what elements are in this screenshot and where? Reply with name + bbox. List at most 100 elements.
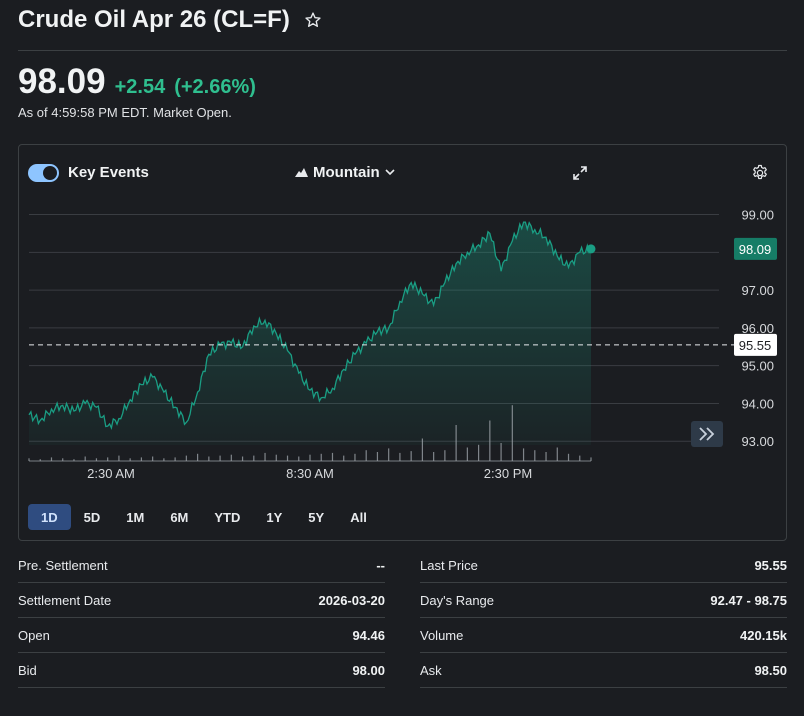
stat-row: Last Price 95.55 <box>420 548 787 583</box>
range-button-ytd[interactable]: YTD <box>214 509 241 525</box>
volume-bar <box>444 450 446 461</box>
title-row: Crude Oil Apr 26 (CL=F) <box>18 6 322 34</box>
stat-label: Pre. Settlement <box>18 557 108 573</box>
chevron-down-icon <box>385 169 395 176</box>
star-icon[interactable] <box>304 11 322 29</box>
stat-label: Bid <box>18 662 37 678</box>
stat-label: Volume <box>420 627 464 643</box>
price-line <box>28 221 592 430</box>
range-selector: 1D 5D 1M 6M YTD 1Y 5Y All <box>28 504 380 530</box>
stat-row: Bid 98.00 <box>18 653 385 688</box>
volume-bar <box>152 456 154 461</box>
stat-row: Settlement Date 2026-03-20 <box>18 583 385 618</box>
y-tick-label: 94.00 <box>741 396 774 411</box>
range-button-1d[interactable]: 1D <box>28 504 71 530</box>
volume-bar <box>590 457 592 461</box>
volume-bar <box>365 450 367 461</box>
volume-bar <box>320 453 322 461</box>
volume-bar <box>478 444 480 461</box>
stat-value: 420.15k <box>740 627 787 643</box>
x-tick-label: 2:30 PM <box>484 466 532 481</box>
volume-bar <box>118 455 120 461</box>
volume-bar <box>163 458 165 461</box>
range-button-1m[interactable]: 1M <box>126 509 145 525</box>
volume-bar <box>500 443 502 461</box>
volume-bar <box>455 425 457 461</box>
y-tick-label: 99.00 <box>741 208 774 223</box>
range-button-all[interactable]: All <box>350 509 367 525</box>
y-tick-label: 97.00 <box>741 283 774 298</box>
y-tick-label: 96.00 <box>741 321 774 336</box>
header-divider <box>18 50 787 51</box>
x-tick-label: 8:30 AM <box>286 466 334 481</box>
volume-bar <box>399 452 401 461</box>
current-price-badge <box>734 237 777 260</box>
volume-bar <box>511 405 513 461</box>
stat-value: 2026-03-20 <box>318 592 386 608</box>
current-price-dot <box>586 244 596 254</box>
current-price-label: 98.09 <box>739 242 772 257</box>
as-of-timestamp: As of 4:59:58 PM EDT. Market Open. <box>18 105 232 120</box>
volume-bar <box>174 457 176 461</box>
volume-bar <box>522 448 525 461</box>
volume-bar <box>241 456 244 461</box>
y-tick-label: 95.00 <box>741 359 774 374</box>
stat-row: Pre. Settlement -- <box>18 548 385 583</box>
volume-bar <box>230 454 232 461</box>
current-price: 98.09 <box>18 62 106 101</box>
stat-label: Day's Range <box>420 592 495 608</box>
price-row: 98.09 +2.54 (+2.66%) <box>18 62 256 102</box>
range-button-6m[interactable]: 6M <box>170 509 189 525</box>
volume-bar <box>309 454 311 461</box>
gear-icon[interactable] <box>751 164 769 182</box>
key-events-toggle[interactable] <box>28 164 59 182</box>
previous-close-badge <box>734 333 777 356</box>
price-change-percent: (+2.66%) <box>174 76 256 98</box>
volume-bar <box>433 452 435 461</box>
stats-right-column: Last Price 95.55 Day's Range 92.47 - 98.75 V… <box>420 548 787 688</box>
double-chevron-right-icon <box>699 427 715 441</box>
volume-bar <box>331 452 334 461</box>
stat-value: -- <box>376 557 385 573</box>
volume-bar <box>264 452 266 461</box>
volume-bar <box>197 453 199 461</box>
volume-bar <box>534 450 536 461</box>
expand-icon[interactable] <box>572 165 588 181</box>
volume-bar <box>39 459 41 461</box>
volume-bar <box>140 457 142 461</box>
price-change: +2.54 <box>114 76 166 98</box>
volume-bar <box>466 447 468 461</box>
stat-value: 95.55 <box>754 557 787 573</box>
stat-row: Day's Range 92.47 - 98.75 <box>420 583 787 618</box>
volume-bar <box>219 455 221 461</box>
chart-panel: 99.0098.0097.0096.0095.0094.0093.0095.55… <box>18 144 787 541</box>
volume-bar <box>376 452 379 461</box>
page-title: Crude Oil Apr 26 (CL=F) <box>18 6 290 33</box>
range-button-1y[interactable]: 1Y <box>266 509 283 525</box>
stats-left-column: Pre. Settlement -- Settlement Date 2026-03-… <box>18 548 385 688</box>
volume-bar <box>50 457 53 461</box>
volume-bar <box>567 453 570 461</box>
stat-row: Ask 98.50 <box>420 653 787 688</box>
volume-bar <box>129 458 131 461</box>
stat-value: 98.50 <box>754 662 787 678</box>
volume-bar <box>545 452 547 461</box>
stat-value: 92.47 - 98.75 <box>710 592 787 608</box>
volume-bar <box>185 455 187 461</box>
stat-row: Volume 420.15k <box>420 618 787 653</box>
chart-type-dropdown[interactable]: Mountain <box>295 164 395 181</box>
chart-toolbar: Key Events Mountain <box>27 163 786 185</box>
volume-bar <box>579 455 581 461</box>
area-fill <box>29 222 591 445</box>
price-chart[interactable]: 99.0098.0097.0096.0095.0094.0093.0095.55… <box>19 145 788 485</box>
stat-label: Open <box>18 627 50 643</box>
stat-label: Settlement Date <box>18 592 112 608</box>
range-button-5y[interactable]: 5Y <box>308 509 325 525</box>
volume-bar <box>354 453 356 461</box>
key-events-label: Key Events <box>68 164 149 181</box>
y-tick-label: 93.00 <box>741 434 774 449</box>
previous-close-label: 95.55 <box>739 338 772 353</box>
volume-bar <box>73 459 75 461</box>
volume-bar <box>286 455 289 461</box>
range-button-5d[interactable]: 5D <box>83 509 101 525</box>
